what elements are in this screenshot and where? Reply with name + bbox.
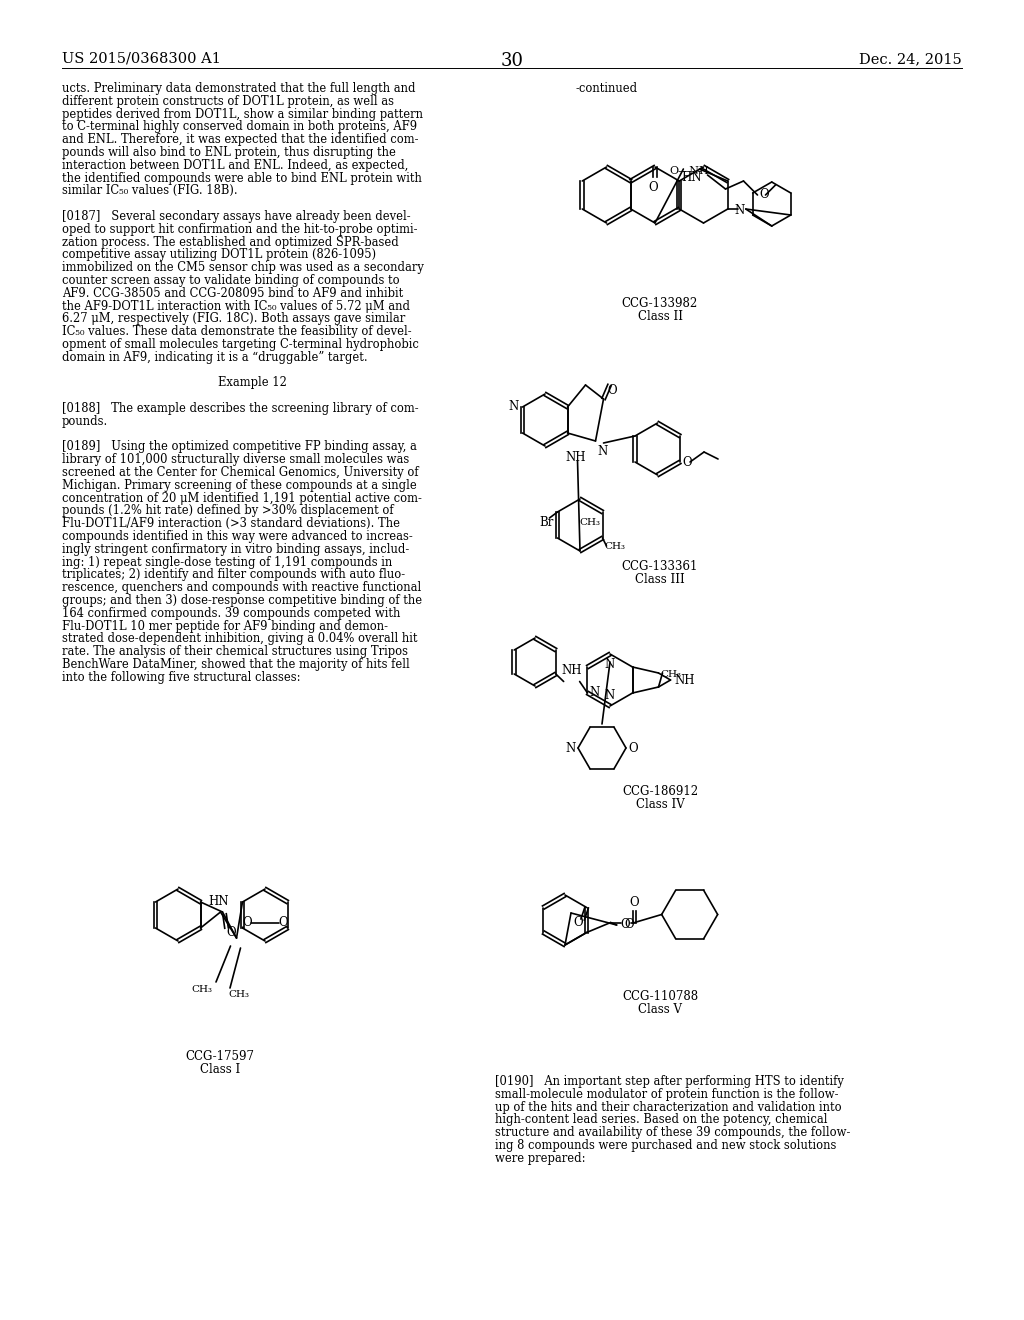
Text: rescence, quenchers and compounds with reactive functional: rescence, quenchers and compounds with r… <box>62 581 421 594</box>
Text: oped to support hit confirmation and the hit-to-probe optimi-: oped to support hit confirmation and the… <box>62 223 418 236</box>
Text: [0188]   The example describes the screening library of com-: [0188] The example describes the screeni… <box>62 403 419 414</box>
Text: HN: HN <box>681 172 701 183</box>
Text: O—NH: O—NH <box>670 166 710 176</box>
Text: [0189]   Using the optimized competitive FP binding assay, a: [0189] Using the optimized competitive F… <box>62 441 417 453</box>
Text: were prepared:: were prepared: <box>495 1152 586 1164</box>
Text: N: N <box>508 400 518 413</box>
Text: small-molecule modulator of protein function is the follow-: small-molecule modulator of protein func… <box>495 1088 839 1101</box>
Text: NH: NH <box>565 451 586 465</box>
Text: O: O <box>760 189 769 202</box>
Text: O: O <box>243 916 252 929</box>
Text: O: O <box>625 917 634 931</box>
Text: Example 12: Example 12 <box>217 376 287 389</box>
Text: Class IV: Class IV <box>636 799 684 810</box>
Text: rate. The analysis of their chemical structures using Tripos: rate. The analysis of their chemical str… <box>62 645 408 659</box>
Text: Flu-DOT1L/AF9 interaction (>3 standard deviations). The: Flu-DOT1L/AF9 interaction (>3 standard d… <box>62 517 400 531</box>
Text: CH₃: CH₃ <box>660 671 682 678</box>
Text: triplicates; 2) identify and filter compounds with auto fluo-: triplicates; 2) identify and filter comp… <box>62 569 406 581</box>
Text: Br: Br <box>539 516 554 529</box>
Text: pounds (1.2% hit rate) defined by >30% displacement of: pounds (1.2% hit rate) defined by >30% d… <box>62 504 393 517</box>
Text: N: N <box>590 686 600 700</box>
Text: O: O <box>628 742 638 755</box>
Text: HN: HN <box>208 895 228 908</box>
Text: O: O <box>630 895 639 908</box>
Text: Dec. 24, 2015: Dec. 24, 2015 <box>859 51 962 66</box>
Text: O: O <box>648 181 657 194</box>
Text: O: O <box>682 455 691 469</box>
Text: CH₃: CH₃ <box>580 517 600 527</box>
Text: screened at the Center for Chemical Genomics, University of: screened at the Center for Chemical Geno… <box>62 466 419 479</box>
Text: domain in AF9, indicating it is a “druggable” target.: domain in AF9, indicating it is a “drugg… <box>62 351 368 364</box>
Text: Michigan. Primary screening of these compounds at a single: Michigan. Primary screening of these com… <box>62 479 417 492</box>
Text: the identified compounds were able to bind ENL protein with: the identified compounds were able to bi… <box>62 172 422 185</box>
Text: CH₃: CH₃ <box>228 990 249 999</box>
Text: CH₃: CH₃ <box>191 985 212 994</box>
Text: CCG-17597: CCG-17597 <box>185 1049 255 1063</box>
Text: CCG-133361: CCG-133361 <box>622 560 698 573</box>
Text: 164 confirmed compounds. 39 compounds competed with: 164 confirmed compounds. 39 compounds co… <box>62 607 400 620</box>
Text: N: N <box>598 445 608 458</box>
Text: strated dose-dependent inhibition, giving a 0.04% overall hit: strated dose-dependent inhibition, givin… <box>62 632 418 645</box>
Text: interaction between DOT1L and ENL. Indeed, as expected,: interaction between DOT1L and ENL. Indee… <box>62 158 409 172</box>
Text: N: N <box>605 689 615 702</box>
Text: CCG-133982: CCG-133982 <box>622 297 698 310</box>
Text: O: O <box>621 919 631 932</box>
Text: high-content lead series. Based on the potency, chemical: high-content lead series. Based on the p… <box>495 1113 827 1126</box>
Text: O: O <box>279 916 288 929</box>
Text: Class III: Class III <box>635 573 685 586</box>
Text: peptides derived from DOT1L, show a similar binding pattern: peptides derived from DOT1L, show a simi… <box>62 108 423 120</box>
Text: NH: NH <box>675 673 695 686</box>
Text: 6.27 μM, respectively (FIG. 18C). Both assays gave similar: 6.27 μM, respectively (FIG. 18C). Both a… <box>62 313 406 326</box>
Text: [0187]   Several secondary assays have already been devel-: [0187] Several secondary assays have alr… <box>62 210 411 223</box>
Text: O: O <box>607 384 617 397</box>
Text: immobilized on the CM5 sensor chip was used as a secondary: immobilized on the CM5 sensor chip was u… <box>62 261 424 275</box>
Text: N: N <box>734 205 744 218</box>
Text: ing: 1) repeat single-dose testing of 1,191 compounds in: ing: 1) repeat single-dose testing of 1,… <box>62 556 392 569</box>
Text: ing 8 compounds were purchased and new stock solutions: ing 8 compounds were purchased and new s… <box>495 1139 837 1152</box>
Text: opment of small molecules targeting C-terminal hydrophobic: opment of small molecules targeting C-te… <box>62 338 419 351</box>
Text: ucts. Preliminary data demonstrated that the full length and: ucts. Preliminary data demonstrated that… <box>62 82 416 95</box>
Text: 30: 30 <box>501 51 523 70</box>
Text: IC₅₀ values. These data demonstrate the feasibility of devel-: IC₅₀ values. These data demonstrate the … <box>62 325 412 338</box>
Text: CCG-186912: CCG-186912 <box>622 785 698 799</box>
Text: Class I: Class I <box>200 1063 240 1076</box>
Text: compounds identified in this way were advanced to increas-: compounds identified in this way were ad… <box>62 531 413 543</box>
Text: CH₃: CH₃ <box>604 543 626 550</box>
Text: pounds will also bind to ENL protein, thus disrupting the: pounds will also bind to ENL protein, th… <box>62 147 396 158</box>
Text: Class V: Class V <box>638 1003 682 1016</box>
Text: -continued: -continued <box>575 82 637 95</box>
Text: O: O <box>226 927 237 939</box>
Text: ingly stringent confirmatory in vitro binding assays, includ-: ingly stringent confirmatory in vitro bi… <box>62 543 410 556</box>
Text: similar IC₅₀ values (FIG. 18B).: similar IC₅₀ values (FIG. 18B). <box>62 185 238 198</box>
Text: CCG-110788: CCG-110788 <box>622 990 698 1003</box>
Text: [0190]   An important step after performing HTS to identify: [0190] An important step after performin… <box>495 1074 844 1088</box>
Text: library of 101,000 structurally diverse small molecules was: library of 101,000 structurally diverse … <box>62 453 410 466</box>
Text: US 2015/0368300 A1: US 2015/0368300 A1 <box>62 51 221 66</box>
Text: Flu-DOT1L 10 mer peptide for AF9 binding and demon-: Flu-DOT1L 10 mer peptide for AF9 binding… <box>62 619 388 632</box>
Text: concentration of 20 μM identified 1,191 potential active com-: concentration of 20 μM identified 1,191 … <box>62 491 422 504</box>
Text: to C-terminal highly conserved domain in both proteins, AF9: to C-terminal highly conserved domain in… <box>62 120 417 133</box>
Text: NH: NH <box>561 664 582 676</box>
Text: zation process. The established and optimized SPR-based: zation process. The established and opti… <box>62 235 398 248</box>
Text: N: N <box>565 742 575 755</box>
Text: competitive assay utilizing DOT1L protein (826-1095): competitive assay utilizing DOT1L protei… <box>62 248 376 261</box>
Text: O: O <box>573 916 583 928</box>
Text: pounds.: pounds. <box>62 414 109 428</box>
Text: groups; and then 3) dose-response competitive binding of the: groups; and then 3) dose-response compet… <box>62 594 422 607</box>
Text: and ENL. Therefore, it was expected that the identified com-: and ENL. Therefore, it was expected that… <box>62 133 419 147</box>
Text: up of the hits and their characterization and validation into: up of the hits and their characterizatio… <box>495 1101 842 1114</box>
Text: structure and availability of these 39 compounds, the follow-: structure and availability of these 39 c… <box>495 1126 850 1139</box>
Text: Class II: Class II <box>638 310 683 323</box>
Text: BenchWare DataMiner, showed that the majority of hits fell: BenchWare DataMiner, showed that the maj… <box>62 657 410 671</box>
Text: into the following five structural classes:: into the following five structural class… <box>62 671 300 684</box>
Text: the AF9-DOT1L interaction with IC₅₀ values of 5.72 μM and: the AF9-DOT1L interaction with IC₅₀ valu… <box>62 300 410 313</box>
Text: different protein constructs of DOT1L protein, as well as: different protein constructs of DOT1L pr… <box>62 95 394 108</box>
Text: AF9. CCG-38505 and CCG-208095 bind to AF9 and inhibit: AF9. CCG-38505 and CCG-208095 bind to AF… <box>62 286 403 300</box>
Text: counter screen assay to validate binding of compounds to: counter screen assay to validate binding… <box>62 275 399 286</box>
Text: N: N <box>605 657 615 671</box>
